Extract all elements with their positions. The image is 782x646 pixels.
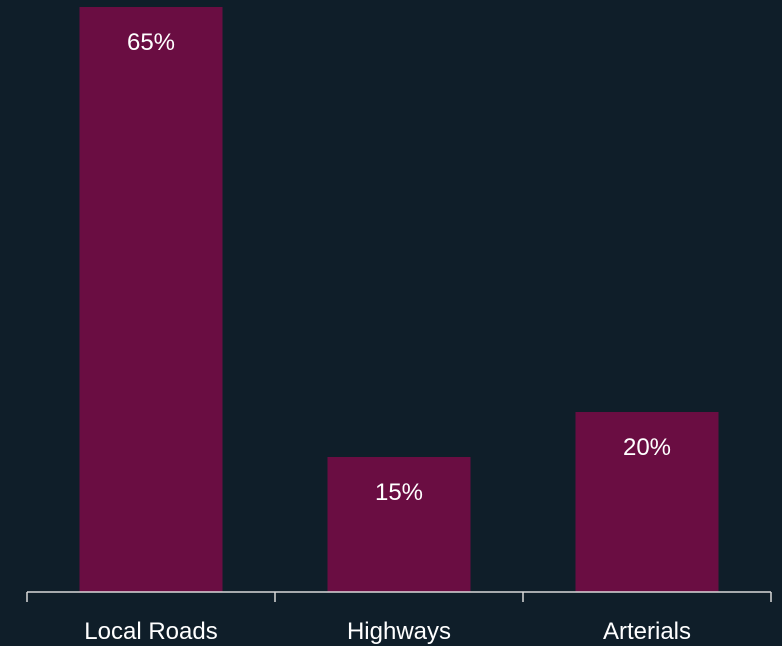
data-label-highways: 15% — [375, 479, 423, 506]
bars-layer — [79, 7, 719, 592]
bar-highways — [327, 457, 471, 592]
tick-label-local-roads: Local Roads — [84, 618, 217, 645]
data-label-arterials: 20% — [623, 434, 671, 461]
labels-layer: 65% Local Roads 15% Highways 20% Arterials — [84, 29, 691, 645]
bar-arterials — [575, 412, 719, 592]
data-label-local-roads: 65% — [127, 29, 175, 56]
tick-label-highways: Highways — [347, 618, 451, 645]
x-axis — [26, 591, 772, 602]
bar-local-roads — [79, 7, 223, 592]
tick-label-arterials: Arterials — [603, 618, 691, 645]
